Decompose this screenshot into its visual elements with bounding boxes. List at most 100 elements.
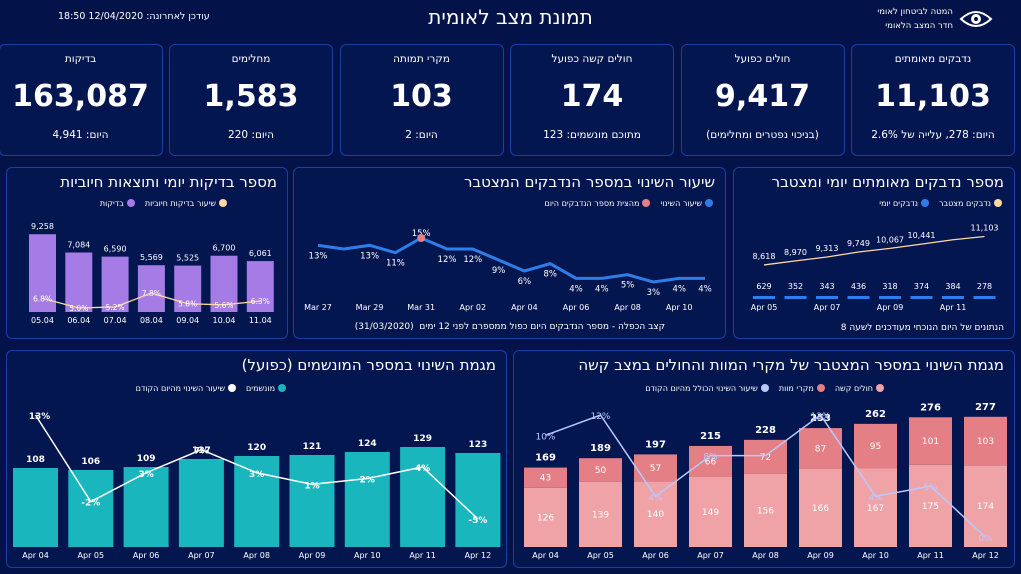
rate-value-label: 1%: [304, 481, 319, 491]
daily-value-label: 352: [788, 282, 803, 291]
cumulative-value-label: 8,970: [784, 248, 807, 257]
panel-doubling-rate: שיעור השינוי במספר הנדבקים המצטבר שיעור …: [293, 167, 726, 339]
vent-rate-line: [34, 414, 479, 520]
x-tick-label: 09.04: [176, 316, 199, 325]
x-tick-label: Apr 10: [666, 303, 693, 312]
ventilated-bar: [400, 447, 446, 547]
deaths-value-label: 50: [595, 466, 607, 476]
kpi-label: חולים כפועל: [734, 53, 791, 65]
deaths-value-label: 101: [922, 437, 939, 447]
kpi-card-confirmed: נדבקים מאומתים 11,103 היום: 278, עלייה ש…: [851, 44, 1015, 156]
rate-value-label: 3%: [138, 470, 153, 480]
rate-value-label: 5%: [923, 483, 938, 493]
kpi-subtext: היום: 220: [228, 129, 274, 141]
rate-value-label: 5.0%: [69, 304, 88, 313]
kpi-label: חולים קשה כפועל: [551, 53, 633, 65]
severe-value-label: 156: [757, 506, 774, 516]
page-title: תמונת מצב לאומית: [428, 5, 593, 29]
x-tick-label: 11.04: [249, 316, 272, 325]
test-value-label: 6,061: [249, 249, 272, 258]
daily-bar: [784, 296, 807, 299]
positive-rate-line: [42, 292, 261, 309]
x-tick-label: Mar 31: [407, 303, 435, 312]
kpi-label: נדבקים מאומתים: [894, 53, 972, 65]
chart-legend: מונשמים שיעור השינוי מהיום הקודם: [136, 384, 286, 393]
test-value-label: 7,084: [67, 240, 90, 249]
kpi-card-tests: בדיקות 163,087 היום: 4,941: [0, 44, 163, 156]
ventilated-value-label: 108: [26, 455, 45, 465]
test-value-label: 9,258: [31, 222, 54, 231]
severe-value-label: 126: [537, 513, 554, 523]
legend-item-ventilated: מונשמים: [246, 384, 286, 393]
ventilated-bar: [344, 452, 390, 547]
panel-title: מספר נדבקים מאומתים יומי ומצטבר: [771, 173, 1004, 191]
panel-confirmed: מספר נדבקים מאומתים יומי ומצטבר נדבקים מ…: [733, 167, 1015, 339]
x-tick-label: Apr 06: [563, 303, 590, 312]
rate-value-label: 3%: [249, 470, 264, 480]
severe-bar: [854, 468, 897, 547]
daily-bar: [910, 296, 933, 299]
rate-value-label: 5%: [621, 281, 635, 291]
x-tick-label: Apr 09: [807, 551, 834, 560]
x-tick-label: Apr 05: [78, 551, 105, 560]
cumulative-value-label: 11,103: [971, 224, 999, 233]
rate-value-label: 15%: [412, 229, 431, 239]
ventilated-value-label: 123: [469, 440, 488, 450]
legend-item-cumulative: נדבקים מצטבר: [939, 199, 1002, 208]
deaths-bar: [524, 467, 567, 488]
rate-value-label: 13%: [29, 412, 51, 422]
rate-value-label: 6%: [518, 277, 532, 287]
rate-line: [317, 236, 705, 284]
rate-value-label: 4%: [868, 493, 883, 503]
chart-severe: 126 43 169 Apr 04 139 50 189 Apr 05 140 57 197 Apr …: [524, 402, 1007, 560]
rate-value-label: 8%: [703, 453, 718, 463]
cumulative-line: [763, 235, 985, 266]
chart-doubling: 13% 13% 11% 15% 12% 12% 9% 6% 8% 4% 4% 5% 3% 4% 4% Mar …: [304, 229, 712, 312]
rate-value-label: 12%: [590, 412, 610, 422]
test-value-label: 6,700: [213, 244, 236, 253]
daily-bar: [847, 296, 870, 299]
panel-tests: מספר בדיקות יומי ותוצאות חיוביות שיעור ב…: [6, 167, 288, 339]
daily-value-label: 318: [882, 282, 897, 291]
rate-value-label: 4%: [672, 284, 686, 294]
rate-value-label: 12%: [810, 412, 830, 422]
ventilated-value-label: 124: [358, 439, 377, 449]
deaths-value-label: 43: [540, 474, 551, 484]
cumulative-value-label: 9,749: [847, 239, 870, 248]
logo-line-2: חדר המצב הלאומי: [885, 21, 953, 31]
total-value-label: 197: [645, 439, 666, 450]
x-tick-label: Apr 12: [465, 551, 492, 560]
rate-value-label: 4%: [569, 284, 583, 294]
kpi-card-active: חולים כפועל 9,417 (בניכוי נפטרים ומחלימי…: [680, 44, 845, 156]
rate-value-label: -5%: [468, 516, 487, 526]
x-tick-label: Apr 09: [877, 303, 904, 312]
severe-value-label: 167: [867, 504, 884, 514]
panel-ventilated: מגמת השינוי במספר המונשמים (כפועל) מונשמ…: [6, 350, 507, 568]
rate-value-label: 8%: [543, 270, 557, 280]
test-bar: [246, 261, 274, 312]
total-value-label: 189: [590, 443, 611, 454]
deaths-bar: [579, 458, 622, 482]
daily-bar: [973, 296, 996, 299]
rate-value-label: 4%: [648, 493, 663, 503]
rate-value-label: 13%: [309, 251, 328, 261]
x-tick-label: 06.04: [67, 316, 90, 325]
ventilated-bar: [13, 468, 58, 547]
x-tick-label: Mar 27: [304, 303, 332, 312]
chart-footnote: הנתונים של היום הנוכחי מעודכנים לשעה 8: [840, 323, 1004, 333]
kpi-subtext: היום: 4,941: [52, 129, 109, 141]
rate-value-label: 11%: [386, 259, 405, 269]
x-tick-label: Apr 11: [409, 551, 436, 560]
daily-bar: [753, 296, 775, 299]
x-tick-label: Apr 10: [354, 551, 381, 560]
kpi-subtext: היום: 2: [405, 129, 438, 141]
panel-title: מספר בדיקות יומי ותוצאות חיוביות: [60, 173, 277, 191]
ventilated-value-label: 129: [413, 434, 432, 444]
ventilated-value-label: 109: [137, 454, 156, 464]
severe-value-label: 174: [977, 502, 994, 512]
rate-value-label: 6.3%: [251, 297, 270, 306]
x-tick-label: 07.04: [104, 316, 127, 325]
test-value-label: 5,569: [140, 253, 163, 262]
deaths-bar: [909, 417, 952, 465]
legend-item-tests: בדיקות: [100, 199, 135, 208]
